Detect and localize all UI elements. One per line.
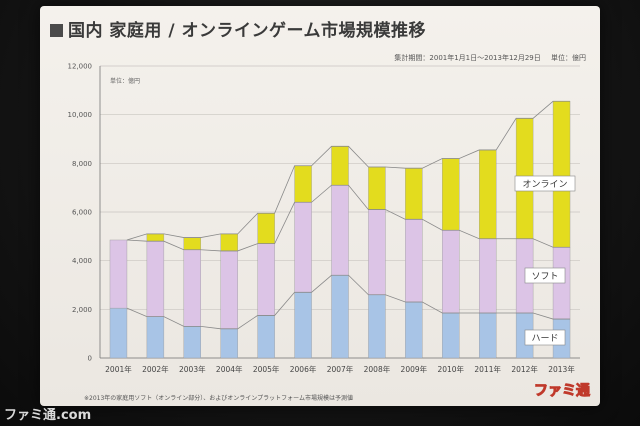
y-tick-label: 6,000	[72, 209, 92, 217]
bar-online	[331, 146, 349, 186]
bar-hard	[442, 312, 460, 359]
bar-hard	[368, 294, 386, 359]
legend-box-hard	[524, 329, 566, 346]
bar-online	[368, 166, 386, 210]
slide-title-text: 国内 家庭用 / オンラインゲーム市場規模推移	[68, 21, 426, 41]
legend-box-online	[514, 175, 576, 192]
period-text: 集計期間：2001年1月1日〜2013年12月29日	[394, 54, 541, 62]
y-tick-label: 0	[88, 355, 92, 363]
famitsu-logo: ファミ通	[534, 383, 591, 400]
bar-soft	[479, 238, 497, 314]
x-tick-label: 2013年	[548, 364, 575, 374]
y-tick-label: 2,000	[72, 306, 92, 314]
legend-label-hard: ハード	[531, 334, 558, 344]
x-tick-label: 2009年	[401, 364, 428, 374]
title-square-icon	[50, 24, 63, 37]
bar-soft	[257, 243, 275, 316]
bar-hard	[109, 307, 128, 359]
slide-title: 国内 家庭用 / オンラインゲーム市場規模推移	[50, 16, 426, 41]
bar-soft	[405, 219, 423, 303]
bar-hard	[405, 301, 423, 359]
bar-hard	[331, 275, 349, 359]
x-tick-label: 2002年	[142, 364, 169, 374]
unit-text: 単位：億円	[551, 54, 586, 62]
x-tick-label: 2004年	[216, 364, 243, 374]
legend-box-soft	[524, 267, 566, 284]
bar-soft	[183, 249, 201, 327]
bar-online	[294, 165, 312, 203]
bar-online	[405, 167, 423, 220]
bar-online	[552, 101, 571, 248]
bar-soft	[294, 202, 312, 293]
x-tick-label: 2006年	[290, 364, 317, 374]
bar-soft	[368, 209, 386, 295]
bar-online	[220, 233, 238, 252]
x-tick-label: 2001年	[105, 364, 132, 374]
x-tick-label: 2011年	[474, 364, 501, 374]
axis-unit-label: 単位：億円	[110, 78, 141, 85]
x-tick-label: 2010年	[437, 364, 464, 374]
bar-online	[183, 237, 201, 250]
legend-label-soft: ソフト	[531, 272, 558, 282]
bar-hard	[146, 316, 165, 359]
bar-hard	[479, 312, 497, 359]
y-tick-label: 8,000	[72, 160, 92, 168]
x-tick-label: 2005年	[253, 364, 280, 374]
connector-hard	[126, 274, 571, 330]
bar-soft	[220, 250, 238, 330]
y-tick-label: 4,000	[72, 257, 92, 265]
bar-soft	[109, 239, 128, 309]
x-tick-label: 2008年	[364, 364, 391, 374]
bar-hard	[220, 328, 238, 359]
bar-soft	[146, 240, 165, 317]
x-tick-label: 2007年	[327, 364, 354, 374]
legend-label-online: オンライン	[522, 179, 567, 190]
slide: 国内 家庭用 / オンラインゲーム市場規模推移 集計期間：2001年1月1日〜2…	[40, 6, 600, 406]
watermark: ファミ通.com	[4, 408, 92, 423]
footnote: ※2013年の家庭用ソフト（オンライン部分）、およびオンラインプラットフォーム市…	[84, 395, 353, 402]
bar-soft	[331, 185, 349, 276]
bar-hard	[294, 292, 312, 359]
x-tick-label: 2003年	[179, 364, 206, 374]
y-tick-label: 10,000	[68, 111, 93, 119]
bar-online	[146, 233, 165, 242]
bar-hard	[257, 315, 275, 359]
bar-hard	[183, 326, 201, 359]
y-tick-label: 12,000	[68, 63, 93, 71]
x-tick-label: 2012年	[511, 364, 538, 374]
bar-online	[257, 213, 275, 244]
connector-soft	[126, 184, 571, 252]
connector-online	[126, 100, 571, 241]
bar-soft	[442, 230, 460, 314]
slide-meta: 集計期間：2001年1月1日〜2013年12月29日 単位：億円	[386, 53, 586, 63]
bar-online	[442, 158, 460, 231]
bar-online	[479, 149, 497, 239]
